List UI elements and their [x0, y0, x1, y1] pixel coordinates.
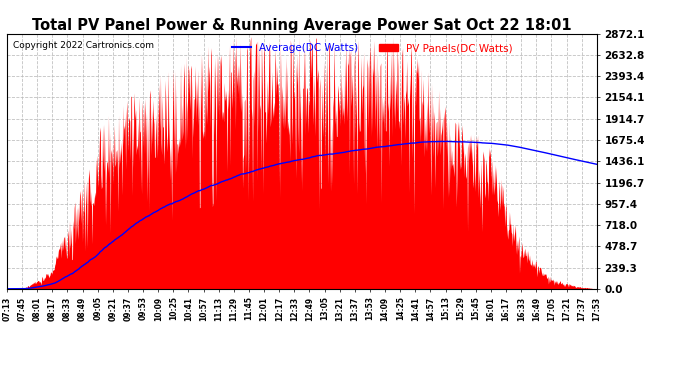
- Text: Copyright 2022 Cartronics.com: Copyright 2022 Cartronics.com: [13, 41, 154, 50]
- Legend: Average(DC Watts), PV Panels(DC Watts): Average(DC Watts), PV Panels(DC Watts): [228, 39, 518, 57]
- Title: Total PV Panel Power & Running Average Power Sat Oct 22 18:01: Total PV Panel Power & Running Average P…: [32, 18, 572, 33]
